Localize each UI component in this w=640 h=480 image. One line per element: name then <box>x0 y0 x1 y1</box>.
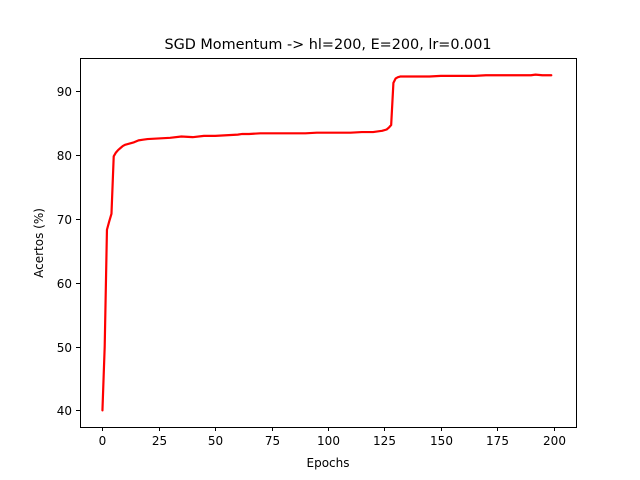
y-tick-label: 40 <box>57 404 72 418</box>
x-tick-label: 0 <box>99 434 107 448</box>
y-tick-label: 60 <box>57 277 72 291</box>
x-tick-label: 25 <box>152 434 167 448</box>
y-axis: 40 50 60 70 80 90 <box>57 85 80 418</box>
y-axis-label: Acertos (%) <box>32 208 46 278</box>
y-tick-label: 50 <box>57 341 72 355</box>
x-tick-label: 50 <box>208 434 223 448</box>
plot-area: 0 25 50 75 100 125 150 175 200 40 50 60 70 80 90 <box>57 58 577 448</box>
x-tick-label: 75 <box>265 434 280 448</box>
x-tick-label: 125 <box>373 434 396 448</box>
x-axis-label: Epochs <box>307 456 350 470</box>
y-tick-label: 90 <box>57 85 72 99</box>
y-tick-label: 70 <box>57 213 72 227</box>
x-axis: 0 25 50 75 100 125 150 175 200 <box>99 427 566 448</box>
x-tick-label: 175 <box>486 434 509 448</box>
x-tick-label: 100 <box>317 434 340 448</box>
chart-title: SGD Momentum -> hl=200, E=200, lr=0.001 <box>164 37 491 53</box>
x-tick-label: 200 <box>543 434 566 448</box>
y-tick-label: 80 <box>57 149 72 163</box>
series-line-0 <box>101 73 553 412</box>
x-tick-label: 150 <box>430 434 453 448</box>
series-layer <box>101 73 553 412</box>
